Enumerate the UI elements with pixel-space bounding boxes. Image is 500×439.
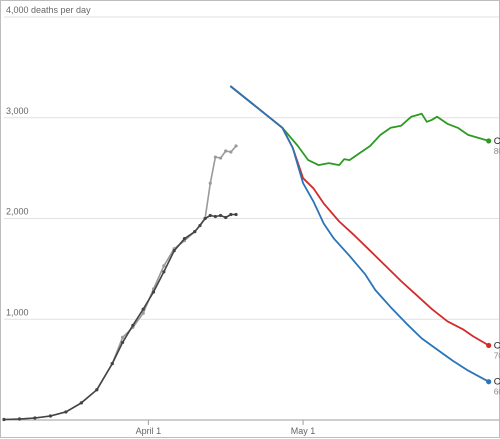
series-sublabel-columbia-80: 80% contact — [494, 146, 500, 156]
series-line-reported-average — [3, 213, 237, 421]
series-point-reported-raw-20 — [224, 149, 228, 153]
series-point-reported-average-20 — [218, 213, 223, 218]
y-tick-label-1000: 1,000 — [6, 307, 29, 317]
series-point-reported-average-3 — [48, 414, 53, 418]
series-label-columbia-80: Columbia — [494, 136, 500, 147]
series-point-reported-average-16 — [198, 223, 202, 228]
y-tick-label-2000: 2,000 — [6, 207, 29, 217]
series-point-reported-average-11 — [151, 290, 156, 294]
series-line-columbia-70 — [229, 85, 490, 347]
series-point-reported-average-7 — [110, 361, 114, 366]
series-point-reported-average-1 — [17, 417, 22, 421]
series-point-reported-average-14 — [182, 237, 187, 241]
series-point-reported-raw-17 — [208, 181, 212, 185]
series-point-reported-average-0 — [2, 417, 6, 422]
series-point-reported-average-13 — [172, 249, 176, 253]
x-tick-label-0: April 1 — [136, 426, 162, 436]
series-point-reported-raw-19 — [218, 156, 223, 160]
y-tick-label-4000: 4,000 deaths per day — [6, 5, 91, 15]
series-point-reported-raw-22 — [234, 144, 238, 148]
series-point-reported-raw-18 — [213, 155, 218, 159]
series-point-reported-raw-10 — [141, 311, 145, 315]
series-point-reported-average-23 — [234, 212, 238, 217]
series-point-reported-raw-21 — [229, 150, 233, 154]
series-point-reported-average-17 — [203, 216, 207, 221]
series-point-reported-average-9 — [131, 323, 135, 327]
series-endpoint-columbia-70 — [486, 342, 492, 349]
y-tick-label-3000: 3,000 — [6, 106, 29, 116]
series-sublabel-columbia-60: 60% contact — [494, 387, 500, 397]
series-label-columbia-70: Columbia — [494, 340, 500, 351]
series-point-reported-average-12 — [162, 270, 166, 274]
series-line-columbia-60 — [229, 85, 490, 383]
series-point-reported-raw-12 — [162, 264, 166, 268]
series-line-reported-raw — [3, 145, 237, 421]
series-sublabel-columbia-70: 70% contact — [494, 350, 500, 360]
series-point-reported-average-15 — [193, 229, 197, 234]
series-point-reported-average-21 — [224, 215, 228, 220]
x-tick-label-1: May 1 — [291, 426, 316, 436]
series-point-reported-average-22 — [229, 212, 233, 217]
series-point-reported-average-10 — [141, 307, 145, 311]
series-point-reported-average-4 — [64, 410, 68, 414]
series-point-reported-average-2 — [33, 416, 37, 420]
series-label-columbia-60: Columbia — [494, 377, 500, 388]
series-endpoint-columbia-80 — [486, 138, 492, 144]
series-point-reported-average-18 — [208, 213, 212, 218]
series-point-reported-raw-8 — [120, 335, 125, 339]
series-endpoint-columbia-60 — [486, 379, 492, 385]
series-point-reported-average-5 — [79, 401, 83, 405]
series-point-reported-average-19 — [213, 214, 218, 219]
series-point-reported-average-8 — [120, 340, 125, 345]
series-point-reported-average-6 — [95, 388, 99, 392]
series-line-columbia-80 — [229, 85, 490, 167]
